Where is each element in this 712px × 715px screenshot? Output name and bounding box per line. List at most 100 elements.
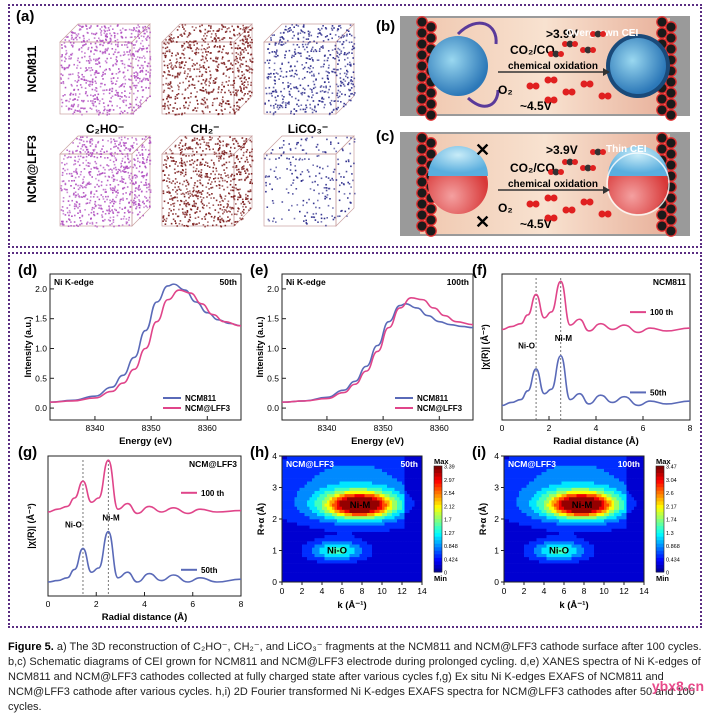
fragment-dot [242,147,244,149]
fragment-dot [230,153,232,155]
fragment-dot [134,194,136,196]
fragment-dot [208,179,210,181]
fragment-dot [346,171,348,173]
fragment-dot [131,180,133,182]
fragment-dot [126,51,128,53]
heatmap-cell [290,478,293,481]
fragment-dot [347,53,349,55]
fragment-dot [138,33,140,35]
heatmap-cell [335,459,338,462]
heatmap-cell [307,569,310,572]
fragment-dot [144,29,146,31]
fragment-dot [174,183,176,185]
fragment-dot [250,82,252,84]
fragment-dot [102,98,104,100]
fragment-dot [182,26,184,28]
fragment-dot [112,73,114,75]
heatmap-cell [345,465,348,468]
heatmap-cell [300,532,303,535]
fragment-dot [95,106,97,108]
fragment-dot [230,43,232,45]
fragment-dot [225,103,227,105]
fragment-dot [116,80,118,82]
heatmap-cell [342,560,345,563]
fragment-dot [202,137,204,139]
fragment-dot [86,165,88,167]
heatmap-cell [302,544,305,547]
fragment-dot [329,102,331,104]
oxygen-atom [599,211,606,218]
fragment-dot [351,87,353,89]
fragment-dot [220,174,222,176]
fragment-dot [219,181,221,183]
fragment-dot [120,163,122,165]
fragment-dot [90,145,92,147]
fragment-dot [184,201,186,203]
fragment-dot [296,74,298,76]
fragment-dot [248,209,250,211]
fragment-dot [167,42,169,44]
fragment-dot [233,187,235,189]
fragment-dot [323,66,325,68]
heatmap-cell [295,481,298,484]
heatmap-cell [312,494,315,497]
oxygen-atom [600,149,606,155]
fragment-dot [111,169,113,171]
fragment-dot [136,167,138,169]
fragment-dot [121,160,123,162]
fragment-dot [62,75,64,77]
heatmap-cell [307,484,310,487]
fragment-dot [186,41,188,43]
fragment-dot [185,107,187,109]
heatmap-cell [302,547,305,550]
fragment-dot [247,26,249,28]
heatmap-cell [335,566,338,569]
heatmap-cell [295,576,298,579]
fragment-dot [135,87,137,89]
fragment-dot [173,160,175,162]
fragment-dot [191,140,193,142]
fragment-dot [266,111,268,113]
heatmap-cell [350,541,353,544]
fragment-dot [107,157,109,159]
heatmap-cell [290,541,293,544]
fragment-dot [302,92,304,94]
fragment-dot [185,174,187,176]
fragment-dot [216,98,218,100]
heatmap-cell [300,478,303,481]
heatmap-cell [315,506,318,509]
fragment-dot [101,75,103,77]
fragment-dot [269,220,271,222]
heatmap-cell [330,475,333,478]
fragment-dot [351,35,353,37]
heatmap-cell [320,573,323,576]
heatmap-cell [345,472,348,475]
fragment-dot [71,85,73,87]
fragment-dot [218,113,220,115]
fragment-dot [308,171,310,173]
fragment-dot [73,171,75,173]
fragment-dot [119,113,121,115]
heatmap-cell [317,528,320,531]
fragment-dot [243,146,245,148]
heatmap-cell [290,510,293,513]
cube-side-edge [336,136,354,226]
heatmap-cell [345,535,348,538]
fragment-dot [204,216,206,218]
fragment-dot [198,171,200,173]
fragment-dot [61,60,63,62]
fragment-dot [146,173,148,175]
fragment-dot [218,156,220,158]
fragment-dot [327,92,329,94]
fragment-dot [139,26,141,28]
fragment-dot [88,182,90,184]
heatmap-cell [305,525,308,528]
fragment-dot [193,42,195,44]
fragment-dot [312,109,314,111]
fragment-dot [163,164,165,166]
fragment-dot [163,216,165,218]
fragment-dot [182,172,184,174]
fragment-dot [72,94,74,96]
fragment-dot [183,33,185,35]
